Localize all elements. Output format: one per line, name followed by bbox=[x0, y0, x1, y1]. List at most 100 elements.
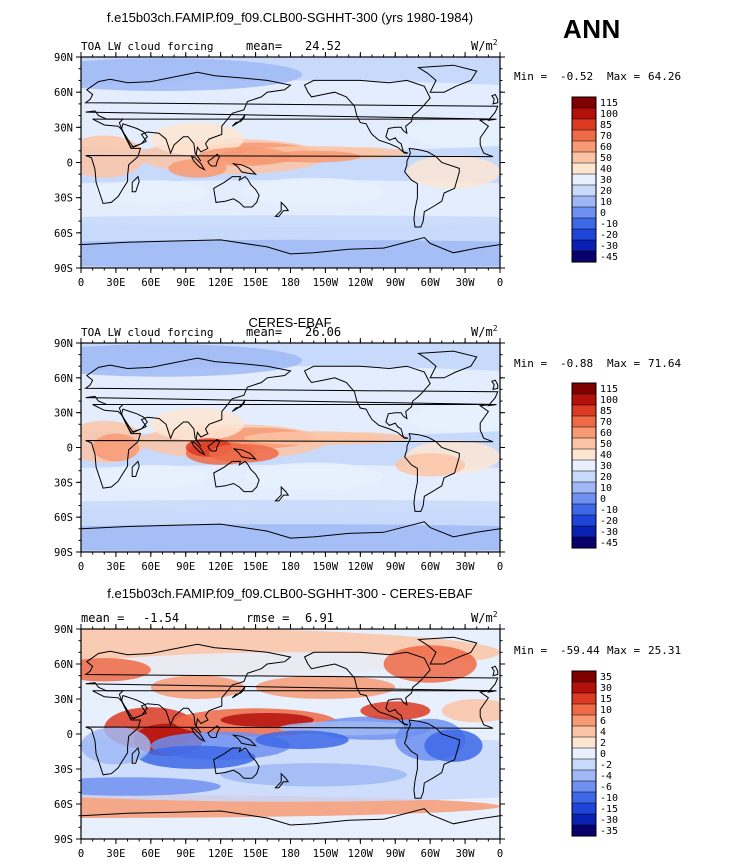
coastline-antarctica bbox=[81, 521, 500, 552]
season-label: ANN bbox=[563, 14, 621, 44]
field-contour-3 bbox=[81, 499, 500, 523]
field-contour-19 bbox=[395, 453, 466, 477]
colorbar-label: 10 bbox=[600, 705, 612, 716]
colorbar-label: 0 bbox=[600, 208, 606, 219]
lat-tick-label: 60S bbox=[54, 799, 73, 811]
lat-tick-label: 60N bbox=[54, 373, 73, 385]
lon-tick-label: 30W bbox=[456, 277, 476, 289]
colorbar-label: 15 bbox=[600, 694, 612, 705]
field-contour-23 bbox=[81, 658, 151, 682]
colorbar-label: 4 bbox=[600, 727, 606, 738]
coastline-antarctica bbox=[81, 236, 500, 268]
colorbar-swatch bbox=[571, 681, 597, 694]
panel-title: f.e15b03ch.FAMIP.f09_f09.CLB00-SGHHT-300… bbox=[107, 586, 472, 601]
field-contour-14 bbox=[92, 180, 209, 204]
lon-tick-label: 60W bbox=[421, 561, 441, 573]
lon-tick-label: 30W bbox=[456, 561, 476, 573]
colorbar-label: 30 bbox=[600, 461, 612, 472]
colorbar-swatch bbox=[571, 393, 597, 406]
colorbar-swatch bbox=[571, 536, 597, 549]
coastline-africa bbox=[85, 118, 494, 205]
field-contour-20 bbox=[92, 433, 140, 462]
lon-tick-label: 0 bbox=[78, 277, 84, 289]
lat-tick-label: 60N bbox=[54, 87, 73, 99]
colorbar-label: 40 bbox=[600, 450, 612, 461]
units-exponent: 2 bbox=[493, 38, 498, 47]
field-contour-12 bbox=[243, 177, 384, 206]
colorbar-swatch bbox=[571, 813, 597, 826]
field-contour-13 bbox=[406, 404, 500, 433]
colorbar-label: 30 bbox=[600, 683, 612, 694]
colorbar-swatch bbox=[571, 492, 597, 505]
panel-title: f.e15b03ch.FAMIP.f09_f09.CLB00-SGHHT-300… bbox=[107, 10, 473, 25]
colorbar-swatch bbox=[571, 481, 597, 494]
coastline-japan bbox=[231, 399, 246, 412]
coastline-madagascar bbox=[131, 175, 140, 193]
field-contour-18 bbox=[255, 675, 396, 699]
colorbar-label: -35 bbox=[600, 826, 618, 837]
field-contour-22 bbox=[441, 699, 500, 723]
field-contour-16 bbox=[81, 777, 221, 796]
coastline-borneo bbox=[207, 725, 221, 738]
max-value: 25.31 bbox=[648, 644, 681, 657]
field-contour-7 bbox=[220, 713, 314, 727]
coastline-greenland bbox=[416, 64, 478, 93]
colorbar-label: -6 bbox=[600, 782, 612, 793]
colorbar-label: -10 bbox=[600, 793, 618, 804]
map-field bbox=[81, 57, 500, 268]
colorbar-label: 50 bbox=[600, 153, 612, 164]
coastline-japan bbox=[231, 114, 246, 127]
lon-tick-label: 120E bbox=[208, 561, 233, 573]
coastline-newzealand bbox=[274, 772, 290, 789]
colorbar-frame bbox=[571, 670, 597, 837]
lon-tick-label: 30E bbox=[106, 848, 125, 860]
max-label: Max = bbox=[607, 644, 640, 657]
colorbar-label: -30 bbox=[600, 241, 618, 252]
lon-tick-label: 150E bbox=[243, 277, 268, 289]
rmse-value: 6.91 bbox=[305, 611, 334, 625]
lon-tick-label: 150W bbox=[313, 561, 339, 573]
lon-tick-label: 0 bbox=[497, 277, 503, 289]
lon-tick-label: 30E bbox=[106, 561, 125, 573]
lat-tick-label: 90N bbox=[54, 52, 73, 64]
min-value: -59.44 bbox=[560, 644, 600, 657]
lon-tick-label: 0 bbox=[78, 561, 84, 573]
lat-tick-label: 60S bbox=[54, 512, 73, 524]
max-value: 64.26 bbox=[648, 70, 681, 83]
colorbar-label: 0 bbox=[600, 749, 606, 760]
lon-tick-label: 60E bbox=[141, 277, 160, 289]
lon-tick-label: 90W bbox=[386, 561, 406, 573]
field-contour-14 bbox=[92, 464, 209, 489]
lat-tick-label: 90S bbox=[54, 547, 73, 559]
lon-tick-label: 180 bbox=[281, 561, 300, 573]
coastline-northamerica bbox=[303, 651, 431, 726]
field-contour-10 bbox=[81, 135, 145, 178]
field-contour-11 bbox=[150, 122, 244, 156]
colorbar-frame bbox=[571, 96, 597, 263]
lat-tick-label: 90S bbox=[54, 834, 73, 846]
colorbar-label: 20 bbox=[600, 186, 612, 197]
colorbar-label: 40 bbox=[600, 164, 612, 175]
colorbar-label: 30 bbox=[600, 175, 612, 186]
map-field bbox=[81, 343, 500, 552]
field-contour-20 bbox=[255, 730, 349, 750]
colorbar-swatch bbox=[571, 162, 597, 175]
coastline-newzealand bbox=[274, 201, 290, 217]
lat-tick-label: 30S bbox=[54, 477, 73, 489]
coastline-greenland bbox=[416, 350, 478, 379]
coastline-madagascar bbox=[131, 460, 140, 477]
map-field bbox=[81, 629, 500, 839]
colorbar-label: -15 bbox=[600, 804, 618, 815]
colorbar-label: -45 bbox=[600, 538, 618, 549]
coastline-sumatra bbox=[190, 727, 206, 743]
field-contour-9 bbox=[139, 745, 256, 769]
colorbar-label: 50 bbox=[600, 439, 612, 450]
colorbar-swatch bbox=[571, 140, 597, 153]
max-label: Max = bbox=[607, 357, 640, 370]
colorbar-label: -20 bbox=[600, 516, 618, 527]
lon-tick-label: 120W bbox=[348, 848, 374, 860]
colorbar-label: 10 bbox=[600, 483, 612, 494]
panel-2: CERES-EBAF TOA LW cloud forcing mean= 26.06… bbox=[54, 315, 681, 573]
lon-tick-label: 90E bbox=[176, 561, 195, 573]
colorbar-swatch bbox=[571, 96, 597, 109]
